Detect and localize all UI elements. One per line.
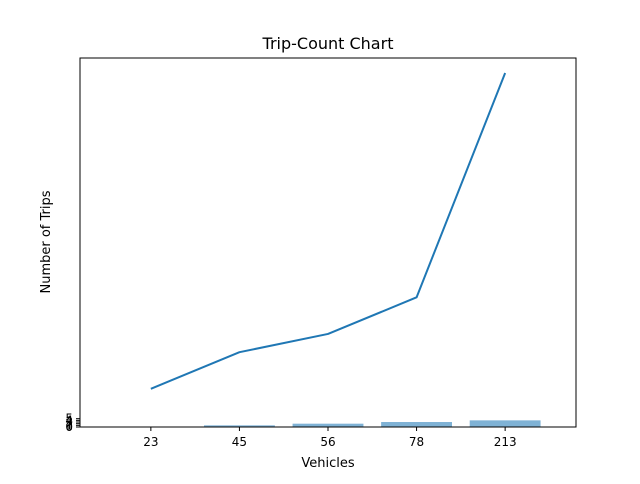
x-tick-label: 78: [409, 435, 424, 449]
x-axis-label: Vehicles: [301, 456, 354, 471]
x-tick-label: 23: [143, 435, 158, 449]
y-axis-label: Number of Trips: [39, 190, 54, 293]
bar-78: [381, 422, 452, 427]
bar-213: [470, 420, 541, 427]
chart-title: Trip-Count Chart: [262, 34, 394, 53]
x-tick-label: 213: [494, 435, 517, 449]
x-tick-label: 56: [320, 435, 335, 449]
x-tick-label: 45: [232, 435, 247, 449]
y-tick-label: 5: [65, 412, 73, 426]
